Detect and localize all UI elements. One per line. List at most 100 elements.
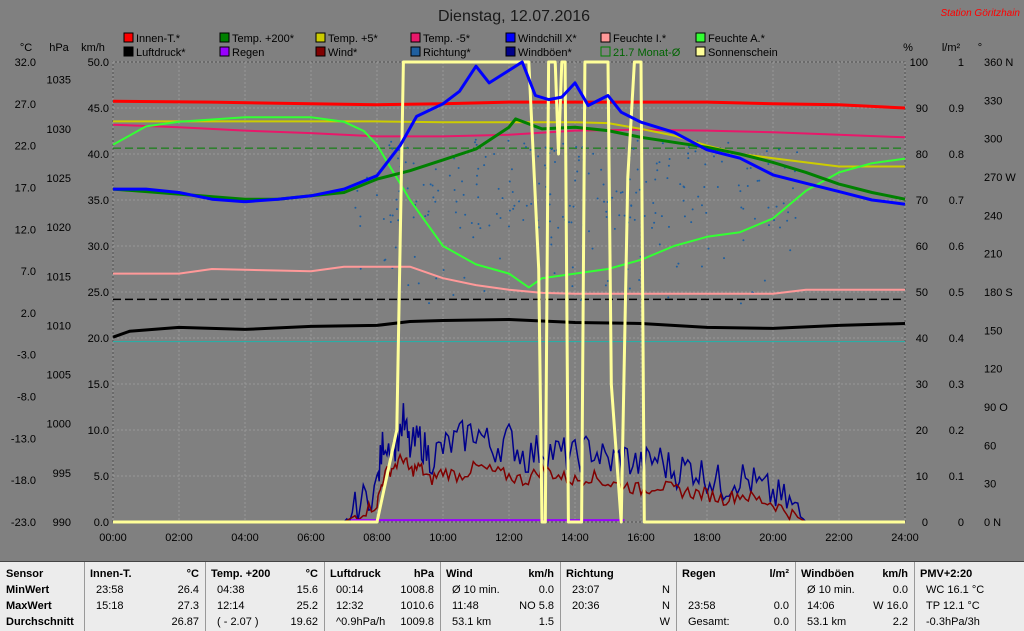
unit-hpa: hPa	[49, 42, 69, 54]
direction-point	[753, 217, 756, 220]
tick-kmh: 20.0	[88, 333, 109, 345]
legend-swatch	[600, 32, 611, 43]
legend-entry: Sonnenschein	[708, 47, 778, 59]
tick-direction: 240	[984, 210, 1002, 222]
direction-point	[765, 150, 768, 153]
direction-point	[746, 167, 749, 170]
series-feuchte-i	[113, 265, 905, 295]
direction-point	[412, 162, 415, 165]
direction-point	[525, 204, 528, 207]
direction-point	[493, 152, 496, 155]
direction-point	[716, 185, 719, 188]
stats-cell-value: hPa	[413, 568, 434, 580]
direction-point	[432, 196, 435, 199]
stats-cell-label: 04:38	[217, 584, 245, 596]
direction-point	[767, 224, 770, 227]
direction-point	[623, 214, 626, 217]
direction-point	[442, 269, 445, 272]
direction-point	[636, 139, 639, 142]
direction-point	[476, 174, 479, 177]
direction-point	[571, 266, 574, 269]
direction-point	[675, 265, 678, 268]
stats-cell-label: Gesamt:	[688, 616, 730, 628]
legend-swatch	[695, 46, 706, 57]
direction-point	[638, 278, 641, 281]
direction-point	[703, 186, 706, 189]
direction-point	[655, 162, 658, 165]
tick-direction: 180 S	[984, 287, 1013, 299]
tick-time: 02:00	[165, 532, 193, 544]
direction-point	[682, 199, 685, 202]
direction-point	[462, 193, 465, 196]
direction-point	[694, 150, 697, 153]
stats-cell-label: -0.3hPa/3h	[926, 616, 980, 628]
direction-point	[548, 203, 551, 206]
legend-swatch	[600, 46, 611, 57]
direction-point	[395, 208, 398, 211]
direction-point	[507, 225, 510, 228]
direction-point	[397, 157, 400, 160]
tick-time: 22:00	[825, 532, 853, 544]
stats-cell-label: 12:32	[336, 600, 364, 612]
direction-point	[793, 170, 796, 173]
tick-time: 06:00	[297, 532, 325, 544]
stats-cell-value: 1008.8	[400, 584, 434, 596]
direction-point	[577, 159, 580, 162]
direction-point	[474, 141, 477, 144]
direction-point	[651, 226, 654, 229]
unit-kmh: km/h	[81, 42, 105, 54]
direction-point	[459, 226, 462, 229]
series-windboeen	[343, 403, 807, 524]
direction-point	[495, 212, 498, 215]
direction-point	[739, 190, 742, 193]
tick-pct: 20	[916, 425, 928, 437]
stats-row-label: Sensor	[6, 568, 44, 580]
legend-swatch	[505, 46, 516, 57]
stats-table: Sensor MinWert MaxWert Durchschnitt Innen-T.…	[0, 561, 1024, 631]
direction-point	[683, 215, 686, 218]
tick-lm2: 0.8	[949, 149, 964, 161]
direction-point	[550, 148, 553, 151]
direction-point	[667, 296, 670, 299]
direction-point	[530, 202, 533, 205]
direction-point	[633, 218, 636, 221]
legend-swatch	[410, 32, 421, 43]
stats-cell-label: Luftdruck	[330, 568, 381, 580]
legend-swatch	[315, 46, 326, 57]
direction-point	[587, 172, 590, 175]
legend-swatch	[695, 32, 706, 43]
direction-point	[645, 180, 648, 183]
stats-cell-label: Windböen	[801, 568, 855, 580]
direction-point	[653, 221, 656, 224]
tick-hpa: 1005	[47, 370, 71, 382]
tick-temp: -18.0	[11, 475, 36, 487]
tick-direction: 270 W	[984, 172, 1016, 184]
direction-point	[435, 277, 438, 280]
stats-cell-value: 15.6	[296, 584, 318, 596]
direction-point	[488, 224, 491, 227]
series-feuchte-a	[112, 116, 906, 289]
direction-point	[782, 202, 785, 205]
stats-cell-value: °C	[305, 568, 318, 580]
direction-point	[749, 167, 752, 170]
direction-point	[636, 168, 639, 171]
stats-cell-value: W	[659, 616, 670, 628]
direction-point	[470, 221, 473, 224]
tick-temp: -13.0	[11, 433, 36, 445]
legend-swatch	[315, 32, 326, 43]
stats-column: Wind km/h Ø 10 min. 0.0 11:48 NO 5.8 53.1 km 1.…	[440, 562, 561, 631]
direction-point	[667, 164, 670, 167]
direction-point	[412, 216, 415, 219]
direction-point	[778, 226, 781, 229]
tick-kmh: 5.0	[94, 471, 109, 483]
tick-temp: -3.0	[17, 350, 36, 362]
tick-time: 00:00	[99, 532, 127, 544]
direction-point	[796, 151, 799, 154]
direction-point	[415, 200, 418, 203]
direction-point	[652, 201, 655, 204]
direction-point	[630, 204, 633, 207]
series-windchill-x	[113, 60, 906, 206]
tick-time: 24:00	[891, 532, 919, 544]
stats-cell-label: 23:58	[96, 584, 124, 596]
